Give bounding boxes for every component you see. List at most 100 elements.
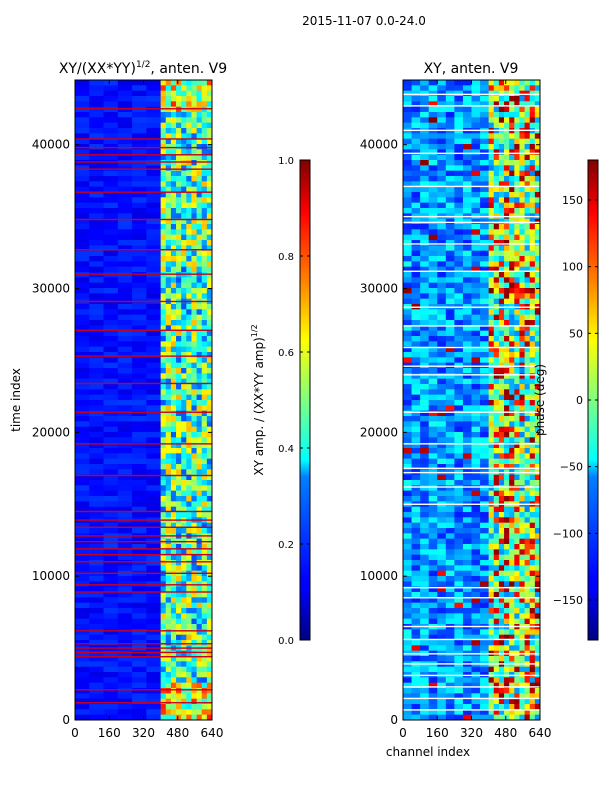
heatmap-cell <box>514 405 520 412</box>
heatmap-cell <box>89 378 104 385</box>
heatmap-cell <box>181 373 187 380</box>
heatmap-cell <box>498 218 505 225</box>
heatmap-cell <box>488 608 495 614</box>
heatmap-cell <box>488 144 495 150</box>
heatmap-cell <box>160 149 167 156</box>
heatmap-cell <box>146 618 162 625</box>
heatmap-cell <box>493 640 500 646</box>
heatmap-cell <box>498 240 505 246</box>
heatmap-cell <box>170 656 177 662</box>
heatmap-cell <box>146 330 162 337</box>
heatmap-cell <box>117 650 133 657</box>
heatmap-cell <box>498 325 505 332</box>
heatmap-cell <box>191 149 197 156</box>
heatmap-cell <box>146 682 162 689</box>
heatmap-cell <box>196 181 203 188</box>
heatmap-cell <box>471 272 481 278</box>
heatmap-cell <box>165 368 172 374</box>
heatmap-cell <box>160 304 167 310</box>
heatmap-cell <box>181 672 187 678</box>
heatmap-cell <box>437 373 447 380</box>
heatmap-cell <box>445 357 455 364</box>
heatmap-cell <box>454 426 464 433</box>
heatmap-cell <box>509 485 515 492</box>
heatmap-cell <box>176 512 182 518</box>
heatmap-cell <box>493 181 500 188</box>
heatmap-cell <box>454 165 464 172</box>
heatmap-cell <box>437 549 447 556</box>
heatmap-cell <box>462 458 472 465</box>
heatmap-cell <box>403 437 412 444</box>
heatmap-cell <box>160 613 167 620</box>
heatmap-cell <box>471 528 481 534</box>
heatmap-cell <box>509 261 515 268</box>
heatmap-cell <box>534 394 540 401</box>
heatmap-cell <box>454 288 464 294</box>
heatmap-cell <box>514 421 520 428</box>
heatmap-cell <box>191 117 197 124</box>
heatmap-cell <box>176 448 182 454</box>
heatmap-cell <box>454 538 464 545</box>
heatmap-cell <box>480 645 490 652</box>
heatmap-cell <box>493 656 500 662</box>
heatmap-cell <box>206 266 212 273</box>
heatmap-cell <box>146 117 162 124</box>
heatmap-cell <box>534 682 540 689</box>
heatmap-cell <box>514 117 520 124</box>
heatmap-cell <box>206 208 212 214</box>
heatmap-cell <box>420 186 430 193</box>
heatmap-cell <box>196 634 203 641</box>
heatmap-cell <box>514 645 520 652</box>
heatmap-cell <box>411 560 421 566</box>
heatmap-cell <box>480 106 490 113</box>
heatmap-cell <box>524 368 531 374</box>
heatmap-cell <box>103 272 119 278</box>
heatmap-cell <box>454 410 464 417</box>
heatmap-cell <box>146 213 162 220</box>
heatmap-cell <box>480 400 490 406</box>
heatmap-cell <box>117 245 133 252</box>
heatmap-cell <box>201 373 208 380</box>
heatmap-cell <box>176 90 182 97</box>
heatmap-cell <box>420 464 430 470</box>
heatmap-cell <box>524 634 531 641</box>
heatmap-cell <box>454 234 464 241</box>
heatmap-cell <box>420 666 430 673</box>
heatmap-cell <box>445 437 455 444</box>
heatmap-cell <box>132 208 147 214</box>
heatmap-cell <box>103 240 119 246</box>
heatmap-cell <box>437 400 447 406</box>
heatmap-cell <box>206 224 212 230</box>
heatmap-cell <box>498 277 505 284</box>
heatmap-cell <box>75 85 90 92</box>
heatmap-cell <box>445 490 455 497</box>
heatmap-cell <box>196 261 203 268</box>
heatmap-cell <box>498 197 505 204</box>
heatmap-cell <box>411 618 421 625</box>
heatmap-cell <box>428 288 438 294</box>
heatmap-cell <box>89 656 104 662</box>
flagged-row <box>403 243 540 245</box>
heatmap-cell <box>186 202 192 209</box>
heatmap-cell <box>504 138 510 145</box>
heatmap-cell <box>206 330 212 337</box>
heatmap-cell <box>428 528 438 534</box>
heatmap-cell <box>437 176 447 182</box>
heatmap-cell <box>75 416 90 422</box>
heatmap-cell <box>411 570 421 577</box>
heatmap-cell <box>132 597 147 604</box>
heatmap-cell <box>524 549 531 556</box>
heatmap-cell <box>160 165 167 172</box>
heatmap-cell <box>146 672 162 678</box>
heatmap-cell <box>103 592 119 598</box>
heatmap-cell <box>206 90 212 97</box>
heatmap-cell <box>176 426 182 433</box>
heatmap-cell <box>181 602 187 609</box>
heatmap-cell <box>529 714 536 720</box>
heatmap-cell <box>471 309 481 316</box>
heatmap-cell <box>454 421 464 428</box>
heatmap-cell <box>165 389 172 396</box>
heatmap-cell <box>181 666 187 673</box>
heatmap-cell <box>75 624 90 630</box>
heatmap-cell <box>498 144 505 150</box>
